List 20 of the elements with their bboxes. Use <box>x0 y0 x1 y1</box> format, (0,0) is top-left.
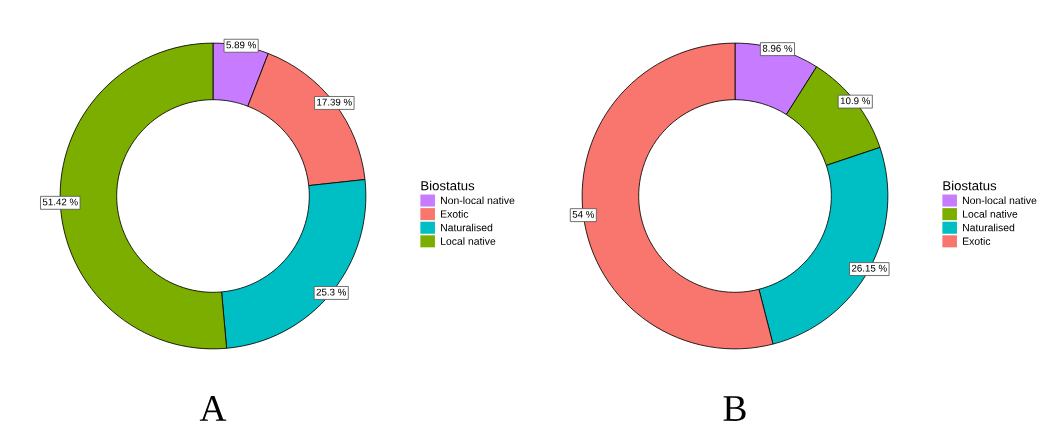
data-label: 54 % <box>572 210 595 218</box>
legend-label: Exotic <box>963 237 991 245</box>
legend-label: Local native <box>963 210 1018 218</box>
data-label: 17.39 % <box>317 98 352 106</box>
legend-title: Biostatus <box>421 180 475 191</box>
data-label: 10.9 % <box>840 97 871 105</box>
legend-label: Naturalised <box>963 223 1015 232</box>
legend-label: Exotic <box>441 210 469 218</box>
data-label: 25.3 % <box>316 288 347 296</box>
legend-title: Biostatus <box>943 180 997 191</box>
data-label: 26.15 % <box>851 264 887 272</box>
legend-label: Naturalised <box>441 223 493 232</box>
data-label: 8.96 % <box>762 44 793 52</box>
legend-label: Non-local native <box>963 196 1037 205</box>
data-label: 5.89 % <box>226 41 256 49</box>
data-label: 51.42 % <box>42 198 78 206</box>
legend-label: Local native <box>441 237 496 245</box>
text: A <box>199 396 227 421</box>
legend-label: Non-local native <box>441 196 515 205</box>
text: B <box>723 396 746 421</box>
